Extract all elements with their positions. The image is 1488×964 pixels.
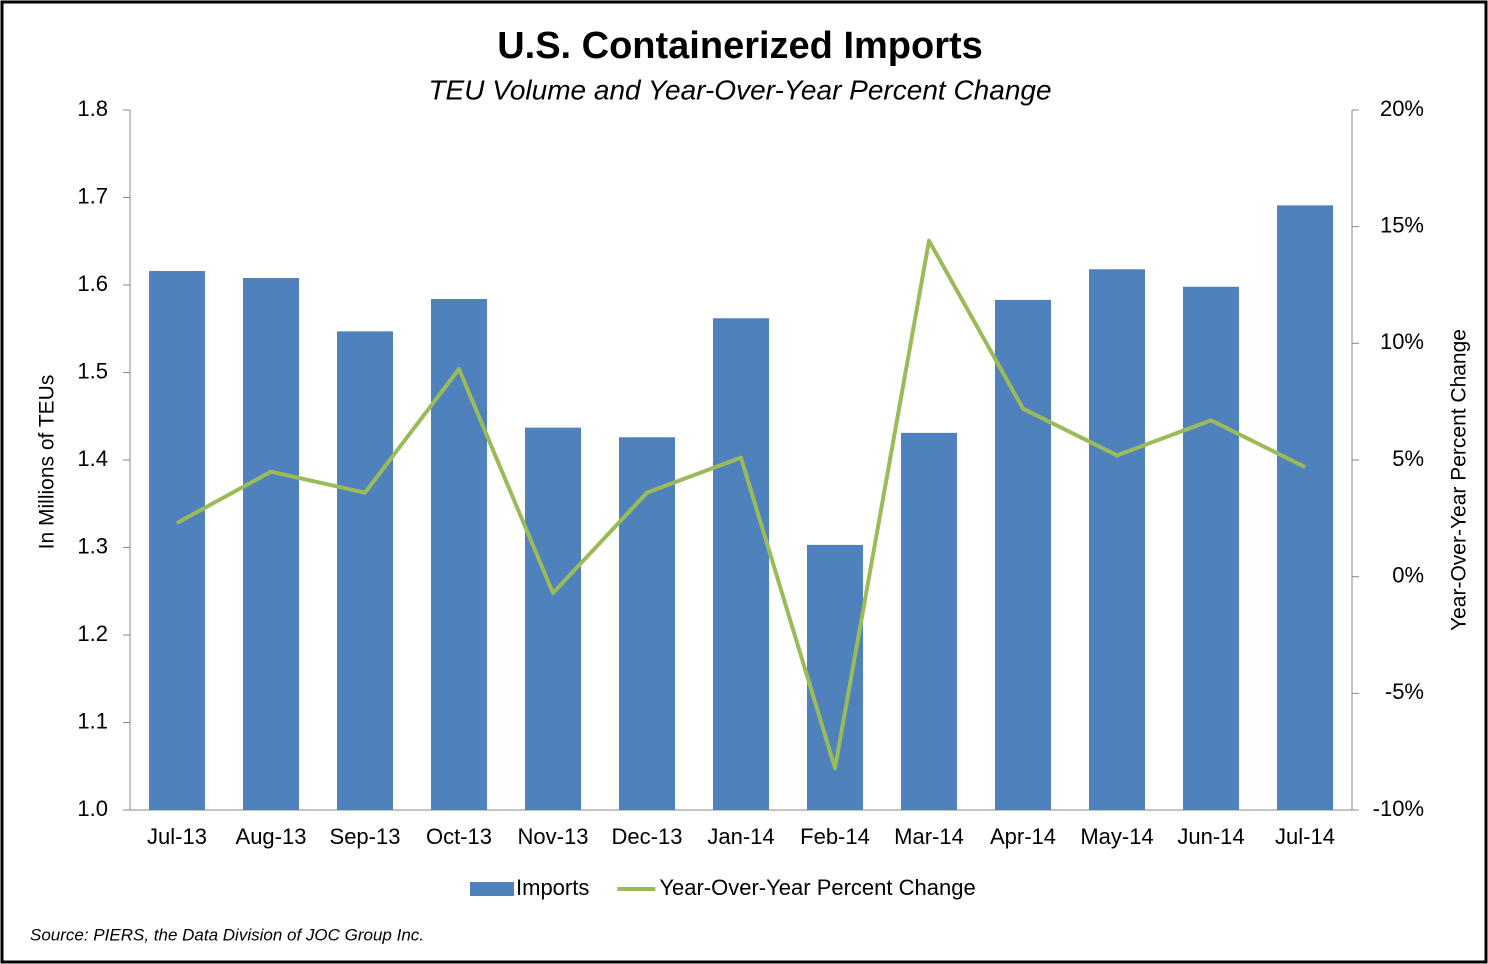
x-tick-label: Oct-13 — [426, 824, 492, 849]
x-tick-label: Sep-13 — [330, 824, 401, 849]
bar — [1089, 269, 1145, 810]
bar — [243, 278, 299, 810]
bar — [995, 299, 1051, 810]
x-tick-label: Jan-14 — [707, 824, 774, 849]
y-tick-label: 1.2 — [77, 621, 108, 646]
y-tick-label: 1.5 — [77, 358, 108, 383]
x-tick-label: Jul-14 — [1275, 824, 1335, 849]
bar — [525, 427, 581, 810]
y2-tick-label: 15% — [1380, 212, 1424, 237]
legend-label: Year-Over-Year Percent Change — [659, 875, 975, 900]
bar — [713, 318, 769, 810]
y2-tick-label: 0% — [1392, 562, 1424, 587]
y2-tick-label: 5% — [1392, 446, 1424, 471]
y-tick-label: 1.6 — [77, 271, 108, 296]
y-tick-label: 1.7 — [77, 183, 108, 208]
x-tick-label: Mar-14 — [894, 824, 964, 849]
y-tick-label: 1.4 — [77, 446, 108, 471]
x-tick-label: May-14 — [1080, 824, 1153, 849]
x-tick-label: Jun-14 — [1177, 824, 1244, 849]
y-tick-label: 1.1 — [77, 708, 108, 733]
bar — [807, 544, 863, 810]
x-tick-label: Jul-13 — [147, 824, 207, 849]
y2-tick-label: -10% — [1373, 796, 1424, 821]
bar — [337, 331, 393, 810]
bar — [1277, 205, 1333, 810]
bar — [619, 437, 675, 810]
y2-tick-label: -5% — [1385, 679, 1424, 704]
bar — [1183, 286, 1239, 810]
x-tick-label: Aug-13 — [236, 824, 307, 849]
bar — [149, 271, 205, 810]
bar — [901, 432, 957, 810]
chart-subtitle: TEU Volume and Year-Over-Year Percent Ch… — [428, 74, 1051, 105]
y-tick-label: 1.3 — [77, 533, 108, 558]
y2-axis-label: Year-Over-Year Percent Change — [1448, 329, 1471, 631]
chart-title: U.S. Containerized Imports — [497, 25, 983, 67]
y-tick-label: 1.8 — [77, 96, 108, 121]
y2-tick-label: 20% — [1380, 96, 1424, 121]
x-tick-label: Dec-13 — [612, 824, 683, 849]
source-note: Source: PIERS, the Data Division of JOC … — [30, 925, 424, 944]
y-axis-label: In Millions of TEUs — [36, 375, 59, 550]
bar — [431, 299, 487, 810]
y-tick-label: 1.0 — [77, 796, 108, 821]
y2-tick-label: 10% — [1380, 329, 1424, 354]
x-tick-label: Feb-14 — [800, 824, 870, 849]
legend-swatch — [470, 882, 514, 896]
x-tick-label: Apr-14 — [990, 824, 1056, 849]
legend-label: Imports — [516, 875, 589, 900]
x-tick-label: Nov-13 — [518, 824, 589, 849]
line — [176, 238, 1306, 770]
